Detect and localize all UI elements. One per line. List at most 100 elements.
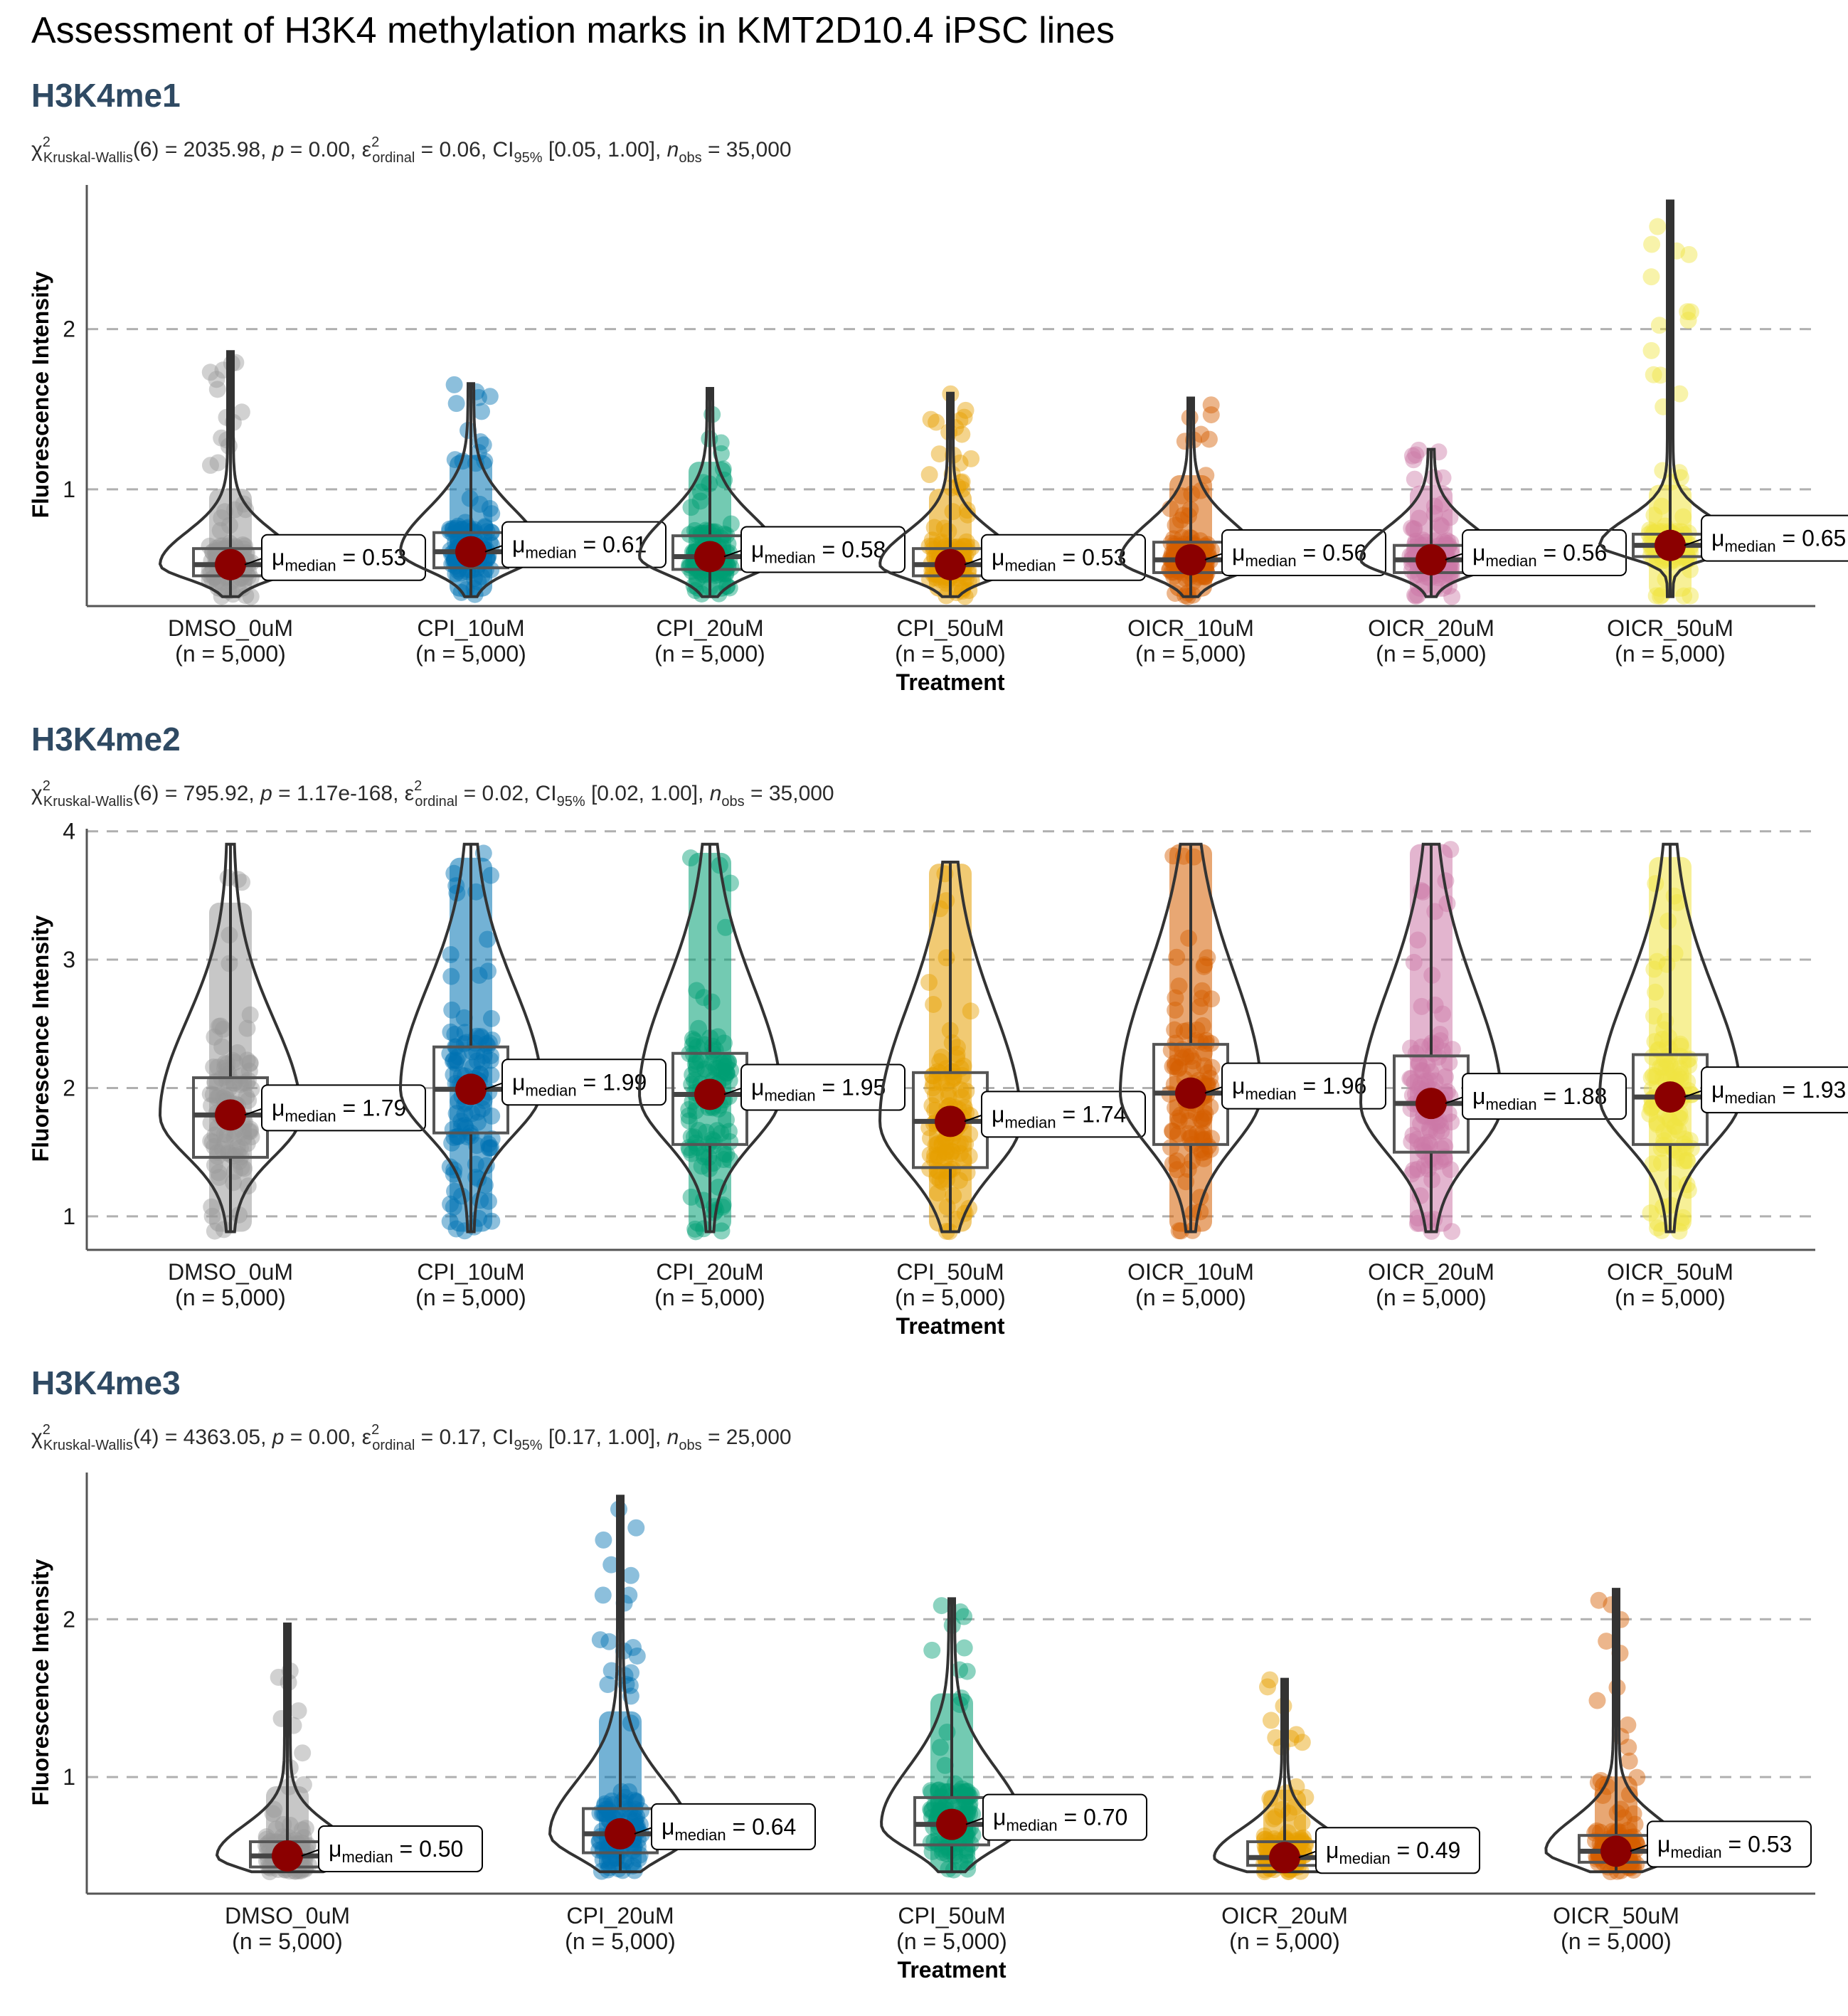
x-tick-label: CPI_50uM (898, 1903, 1005, 1929)
main-title: Assessment of H3K4 methylation marks in … (31, 10, 1115, 51)
stat-kw-sub: Kruskal-Wallis (43, 794, 133, 810)
x-tick-n-label: (n = 5,000) (565, 1929, 676, 1954)
median-label-box (261, 1084, 426, 1132)
data-point (208, 381, 226, 398)
y-tick-label: 2 (63, 1075, 75, 1100)
x-tick-label: OICR_10uM (1127, 615, 1254, 641)
data-point (928, 413, 945, 431)
data-point (1642, 268, 1660, 286)
median-sub: median (525, 544, 576, 562)
data-point (1430, 443, 1448, 461)
data-point (920, 466, 938, 484)
stat-ci-sub: 95% (514, 150, 543, 166)
y-axis-title: Fluorescence Intensity (28, 1559, 53, 1805)
x-tick-n-label: (n = 5,000) (175, 641, 286, 667)
x-tick-n-label: (n = 5,000) (415, 1285, 526, 1310)
data-point (1620, 1752, 1638, 1770)
x-tick-label: DMSO_0uM (168, 1259, 293, 1285)
data-point (600, 1633, 618, 1650)
data-point (1405, 451, 1423, 469)
median-eq: = (336, 545, 362, 571)
data-point (1588, 1692, 1606, 1709)
stat-p-value: = 0.00, (284, 138, 361, 161)
median-label-box (1221, 529, 1386, 576)
median-label: μmedian = 0.58 (751, 536, 886, 566)
x-tick-label: CPI_20uM (566, 1903, 674, 1929)
median-value: 0.56 (1322, 540, 1366, 566)
data-point (290, 1702, 307, 1720)
x-tick-label: OICR_10uM (1127, 1259, 1254, 1285)
median-label: μmedian = 0.53 (992, 545, 1126, 575)
median-mu: μ (1711, 526, 1724, 551)
data-point (1620, 1739, 1637, 1756)
median-point (1269, 1842, 1300, 1874)
y-tick-label: 2 (63, 1606, 75, 1632)
median-value: 1.79 (362, 1095, 406, 1120)
median-label: μmedian = 0.49 (1326, 1837, 1460, 1867)
median-eq: = (336, 1095, 362, 1120)
group-cpi_10um: μmedian = 0.61 CPI_10uM(n = 5,000) (398, 376, 667, 667)
median-value: 1.96 (1322, 1073, 1366, 1099)
group-cpi_20um: μmedian = 0.58 CPI_20uM(n = 5,000) (638, 387, 906, 667)
median-mu: μ (1472, 540, 1485, 566)
y-tick-label: 1 (63, 1764, 75, 1790)
data-point (923, 1641, 941, 1659)
median-point (1655, 529, 1686, 561)
x-tick-label: CPI_10uM (417, 615, 524, 641)
data-point (1202, 396, 1220, 414)
median-label-box (261, 534, 426, 581)
stat-chi-sup: 2 (43, 134, 51, 150)
median-mu: μ (1326, 1837, 1339, 1863)
median-label: μmedian = 1.95 (751, 1074, 886, 1104)
median-eq: = (1058, 1805, 1083, 1830)
data-point (595, 1531, 612, 1549)
stat-df: (6) = 795.92, (133, 782, 260, 805)
median-mu: μ (512, 1069, 525, 1095)
median-label-box (981, 534, 1146, 581)
median-mu: μ (992, 1101, 1004, 1127)
group-oicr_50um: μmedian = 0.53 OICR_50uM(n = 5,000) (1544, 1588, 1812, 1954)
data-point (201, 457, 219, 474)
data-point (958, 1662, 976, 1680)
median-value: 0.64 (752, 1814, 796, 1840)
x-axis-title: Treatment (898, 1957, 1007, 1983)
x-tick-n-label: (n = 5,000) (1135, 641, 1246, 667)
stat-ord-sub: ordinal (372, 150, 415, 166)
median-value: 0.50 (419, 1836, 463, 1862)
data-point (208, 371, 225, 388)
median-label: μmedian = 1.79 (272, 1095, 406, 1125)
stat-p-label: p (260, 782, 272, 805)
data-point (951, 454, 969, 472)
median-label-box (651, 1803, 816, 1850)
data-point (447, 395, 465, 413)
median-point (272, 1840, 303, 1872)
median-mu: μ (1711, 1077, 1724, 1103)
group-cpi_50um: μmedian = 0.53 CPI_50uM(n = 5,000) (878, 385, 1146, 667)
data-point (622, 1566, 639, 1584)
y-tick-label: 2 (63, 317, 75, 342)
median-mu: μ (329, 1836, 341, 1862)
data-point (474, 436, 492, 454)
data-point (1642, 341, 1660, 359)
data-point (955, 1639, 973, 1657)
x-tick-n-label: (n = 5,000) (1135, 1285, 1246, 1310)
x-tick-label: OICR_20uM (1368, 1259, 1494, 1285)
median-sub: median (1724, 1089, 1775, 1107)
median-value: 0.53 (362, 545, 406, 571)
median-eq: = (1776, 526, 1802, 551)
median-label-box (1462, 1073, 1627, 1120)
median-label: μmedian = 0.56 (1232, 540, 1366, 570)
stat-eps: ε (362, 138, 371, 161)
data-point (1261, 1671, 1279, 1689)
median-sub: median (285, 1107, 336, 1125)
median-label-box (501, 521, 667, 568)
median-eq: = (1776, 1077, 1802, 1103)
data-point (1287, 1726, 1305, 1744)
median-eq: = (393, 1836, 419, 1862)
stat-eps: ε (362, 1426, 371, 1449)
group-dmso_0um: μmedian = 0.53 DMSO_0uM(n = 5,000) (158, 350, 426, 667)
group-oicr_20um: μmedian = 0.56 OICR_20uM(n = 5,000) (1359, 441, 1627, 667)
median-value: 1.74 (1082, 1101, 1126, 1127)
stat-n-sub: obs (721, 794, 744, 810)
